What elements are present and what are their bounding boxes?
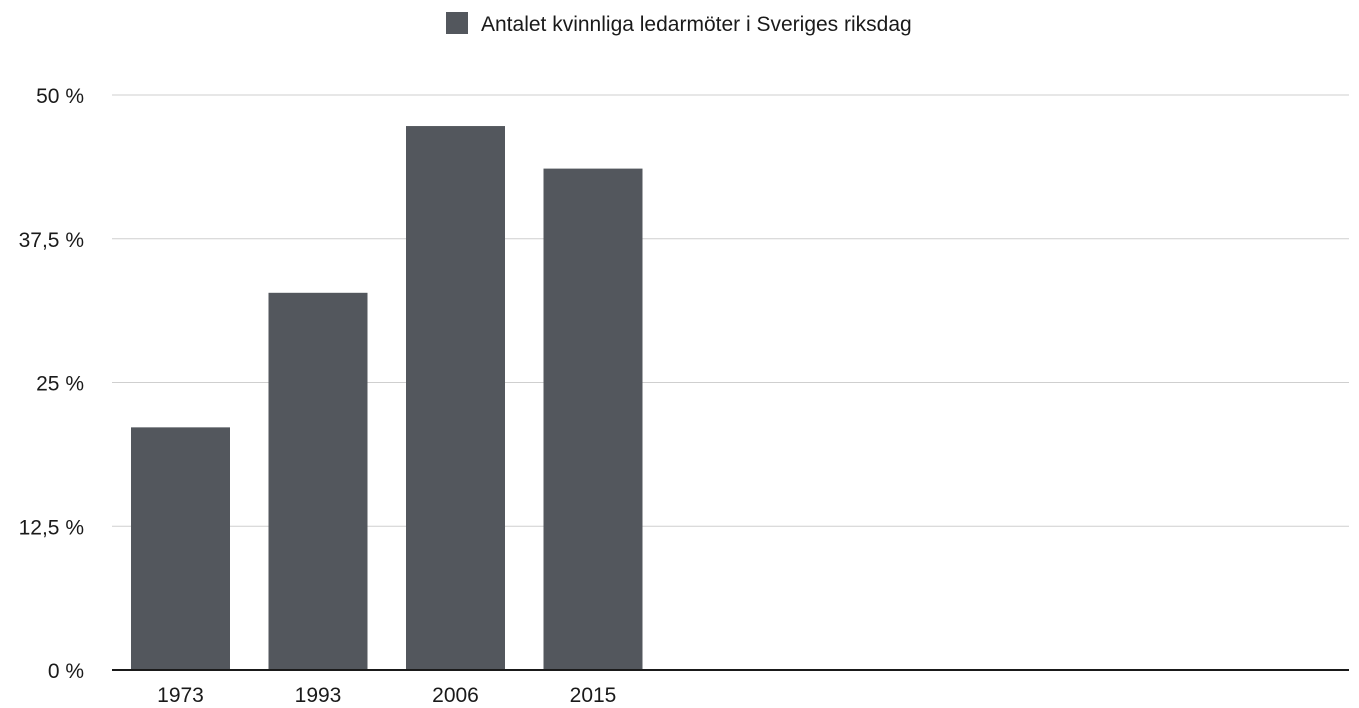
y-tick-label: 50 % [36, 85, 84, 108]
y-tick-label: 12,5 % [19, 516, 84, 539]
bar-1973 [131, 427, 230, 670]
y-tick-label: 0 % [48, 660, 84, 683]
y-axis-tick-labels: 0 % 12,5 % 25 % 37,5 % 50 % [19, 85, 84, 683]
x-tick-label: 1993 [295, 684, 342, 707]
legend-label: Antalet kvinnliga ledarmöter i Sveriges … [481, 13, 912, 36]
legend-swatch [446, 12, 468, 34]
x-tick-label: 1973 [157, 684, 204, 707]
y-tick-label: 25 % [36, 373, 84, 396]
chart-legend: Antalet kvinnliga ledarmöter i Sveriges … [446, 12, 912, 36]
x-tick-label: 2006 [432, 684, 479, 707]
x-axis-tick-labels: 1973 1993 2006 2015 [157, 684, 616, 707]
bar-2015 [543, 168, 643, 670]
bar-1993 [268, 292, 368, 670]
bar-2006 [406, 126, 505, 671]
y-tick-label: 37,5 % [19, 229, 84, 252]
bar-series [131, 126, 643, 671]
x-tick-label: 2015 [570, 684, 617, 707]
